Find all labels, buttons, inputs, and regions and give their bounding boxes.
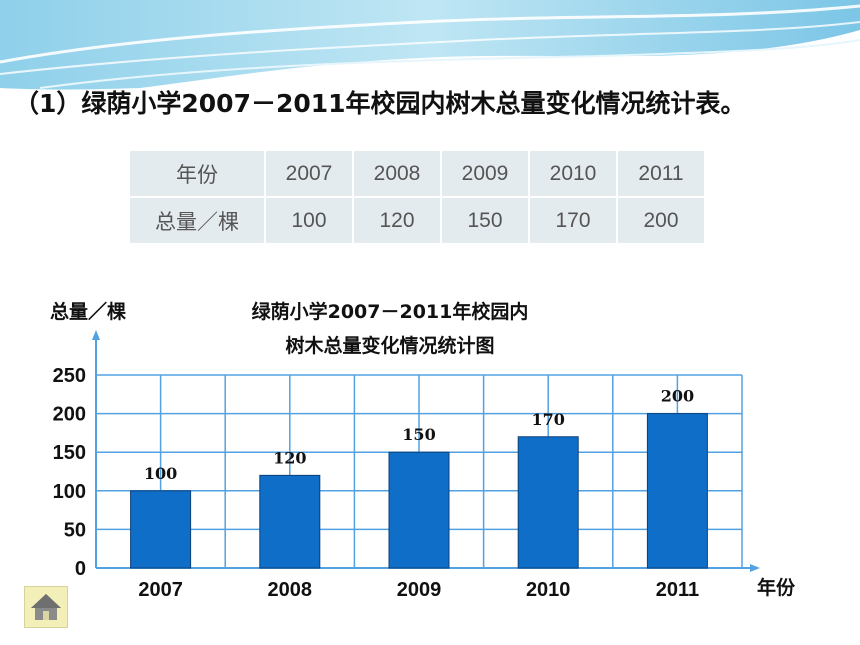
table-cell: 170 — [528, 196, 618, 245]
bar — [259, 474, 321, 569]
table-header-total: 总量／棵 — [128, 196, 266, 245]
page-heading: （1）绿荫小学2007－2011年校园内树木总量变化情况统计表。 — [14, 89, 746, 118]
home-icon — [31, 594, 61, 620]
bar — [517, 436, 579, 569]
table-row: 总量／棵 100 120 150 170 200 — [128, 196, 706, 245]
x-tick-label: 2007 — [138, 579, 183, 601]
x-tick-label: 2011 — [656, 579, 699, 601]
x-tick-label: 2008 — [268, 579, 313, 601]
home-button[interactable] — [24, 586, 68, 628]
y-axis-label: 总量／棵 — [50, 300, 126, 323]
table-row: 年份 2007 2008 2009 2010 2011 — [128, 149, 706, 198]
chart-title-line-2: 树木总量变化情况统计图 — [285, 334, 494, 357]
chart-title-line-1: 绿荫小学2007－2011年校园内 — [252, 300, 529, 323]
y-tick-label: 200 — [53, 404, 86, 426]
data-label: 100 — [144, 464, 177, 483]
y-tick-label: 250 — [53, 365, 86, 387]
data-table: 年份 2007 2008 2009 2010 2011 总量／棵 100 120… — [128, 149, 706, 245]
data-label: 170 — [531, 410, 564, 429]
table-cell: 2008 — [352, 149, 442, 198]
table-cell: 2011 — [616, 149, 706, 198]
table-cell: 120 — [352, 196, 442, 245]
y-tick-label: 100 — [53, 481, 86, 503]
y-tick-label: 150 — [53, 442, 86, 464]
x-axis-arrow — [750, 564, 760, 572]
data-label: 200 — [661, 387, 694, 406]
x-tick-label: 2009 — [397, 579, 442, 601]
bar — [388, 451, 450, 569]
data-label: 120 — [273, 448, 306, 467]
table-cell: 200 — [616, 196, 706, 245]
y-tick-label: 0 — [75, 558, 86, 580]
y-axis-arrow — [92, 330, 100, 340]
table-cell: 150 — [440, 196, 530, 245]
bar — [646, 413, 708, 569]
x-axis-label: 年份 — [757, 576, 796, 599]
y-tick-label: 50 — [64, 519, 86, 541]
table-header-year: 年份 — [128, 149, 266, 198]
x-tick-label: 2010 — [526, 579, 571, 601]
table-cell: 2007 — [264, 149, 354, 198]
header-wave-decoration — [0, 0, 860, 90]
table-cell: 100 — [264, 196, 354, 245]
data-label: 150 — [402, 425, 435, 444]
table-cell: 2010 — [528, 149, 618, 198]
bar — [130, 490, 192, 569]
table-cell: 2009 — [440, 149, 530, 198]
